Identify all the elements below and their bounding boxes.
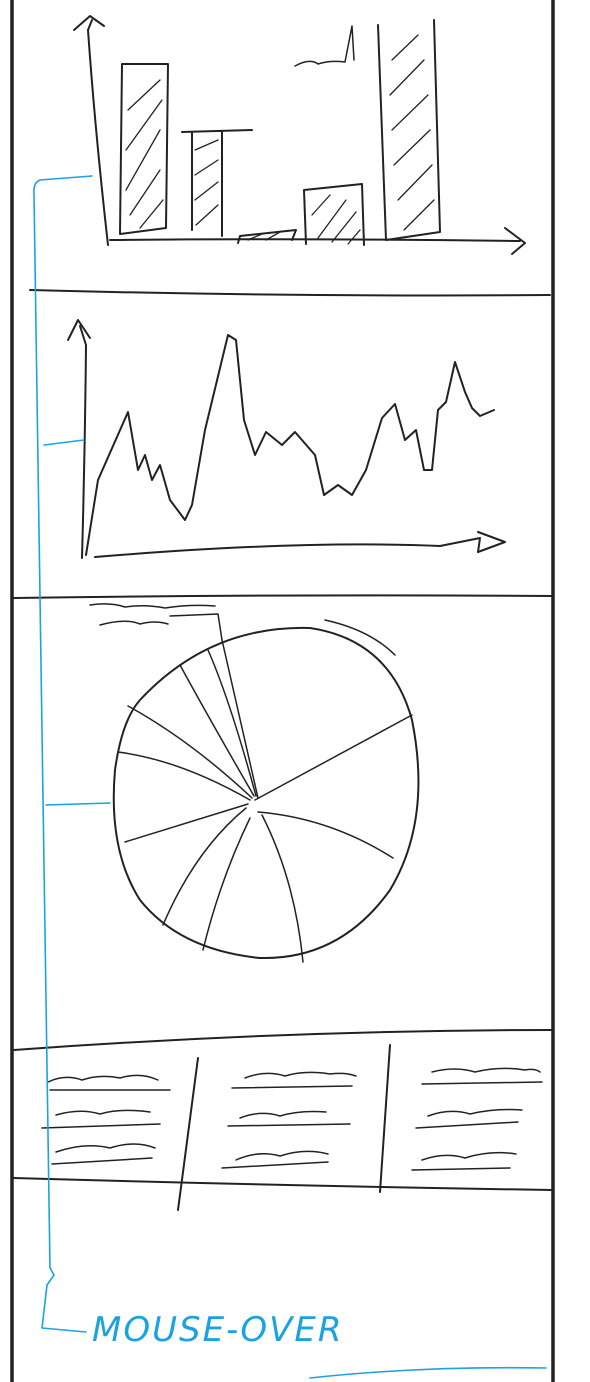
bar-2[interactable] xyxy=(181,129,253,237)
line-chart-x-arrow xyxy=(477,531,506,553)
bar-chart-legend-scribble xyxy=(294,25,355,67)
bar-chart-x-axis xyxy=(109,238,521,242)
mouse-over-tick-pie-chart xyxy=(45,802,111,806)
mouse-over-bracket xyxy=(33,175,93,1333)
bar-4[interactable] xyxy=(303,183,365,246)
bar-chart-y-axis xyxy=(87,19,109,246)
bar-1[interactable] xyxy=(119,63,169,235)
column-divider-1 xyxy=(177,1057,199,1211)
bar-chart-y-arrow xyxy=(73,15,105,31)
line-chart-y-arrow xyxy=(67,319,91,341)
line-chart-x-axis xyxy=(94,537,481,558)
pie-callout-line xyxy=(169,613,223,641)
text-column-1 xyxy=(41,1074,171,1165)
line-series xyxy=(85,334,495,556)
bar-chart-x-arrow xyxy=(504,227,526,255)
pie-chart-panel[interactable] xyxy=(89,603,420,963)
bar-5[interactable] xyxy=(377,19,441,241)
mouse-over-underline xyxy=(309,1366,547,1379)
mouse-over-label: MOUSE-OVER xyxy=(92,1310,344,1350)
text-columns-panel xyxy=(41,1044,543,1211)
pie-slice-lines xyxy=(117,639,413,963)
bar-chart-panel[interactable] xyxy=(73,15,526,255)
pie-outline-overlap xyxy=(324,619,396,656)
line-chart-panel[interactable] xyxy=(67,319,506,559)
pie-callout-label-scribble xyxy=(89,603,216,626)
panel-divider-1 xyxy=(29,289,551,297)
page-frame xyxy=(10,0,555,1382)
panel-divider-4 xyxy=(13,1177,553,1191)
text-column-3 xyxy=(411,1067,543,1171)
mouse-over-annotation xyxy=(33,175,547,1379)
panel-divider-2 xyxy=(13,594,553,599)
panel-divider-3 xyxy=(13,1029,553,1051)
line-chart-y-axis xyxy=(79,325,87,559)
text-column-2 xyxy=(221,1071,357,1169)
pie-outline xyxy=(112,626,420,960)
mouse-over-tick-line-chart xyxy=(43,439,85,446)
bar-3[interactable] xyxy=(237,229,297,244)
column-divider-2 xyxy=(379,1044,391,1193)
